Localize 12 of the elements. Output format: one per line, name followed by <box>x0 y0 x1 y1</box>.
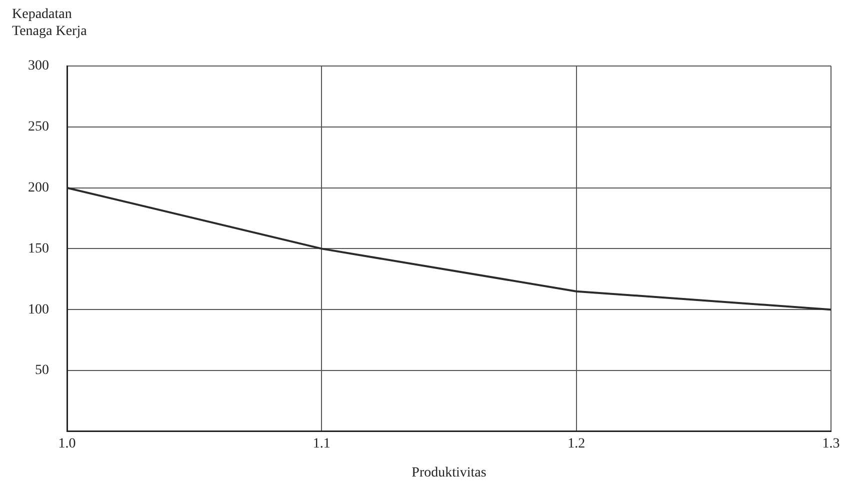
y-tick-label: 100 <box>28 302 49 318</box>
x-axis-title: Produktivitas <box>412 465 486 480</box>
x-tick-label: 1.0 <box>58 436 76 452</box>
y-tick-label: 200 <box>28 180 49 196</box>
y-tick-label: 150 <box>28 241 49 256</box>
y-tick-label: 300 <box>28 58 49 74</box>
x-tick-label: 1.1 <box>312 436 330 452</box>
y-tick-label: 50 <box>35 363 49 378</box>
x-tick-label: 1.2 <box>568 436 586 452</box>
y-tick-label: 250 <box>28 120 49 135</box>
y-axis-title: Kepadatan Tenaga Kerja <box>12 6 88 40</box>
x-tick-label: 1.3 <box>822 436 840 452</box>
